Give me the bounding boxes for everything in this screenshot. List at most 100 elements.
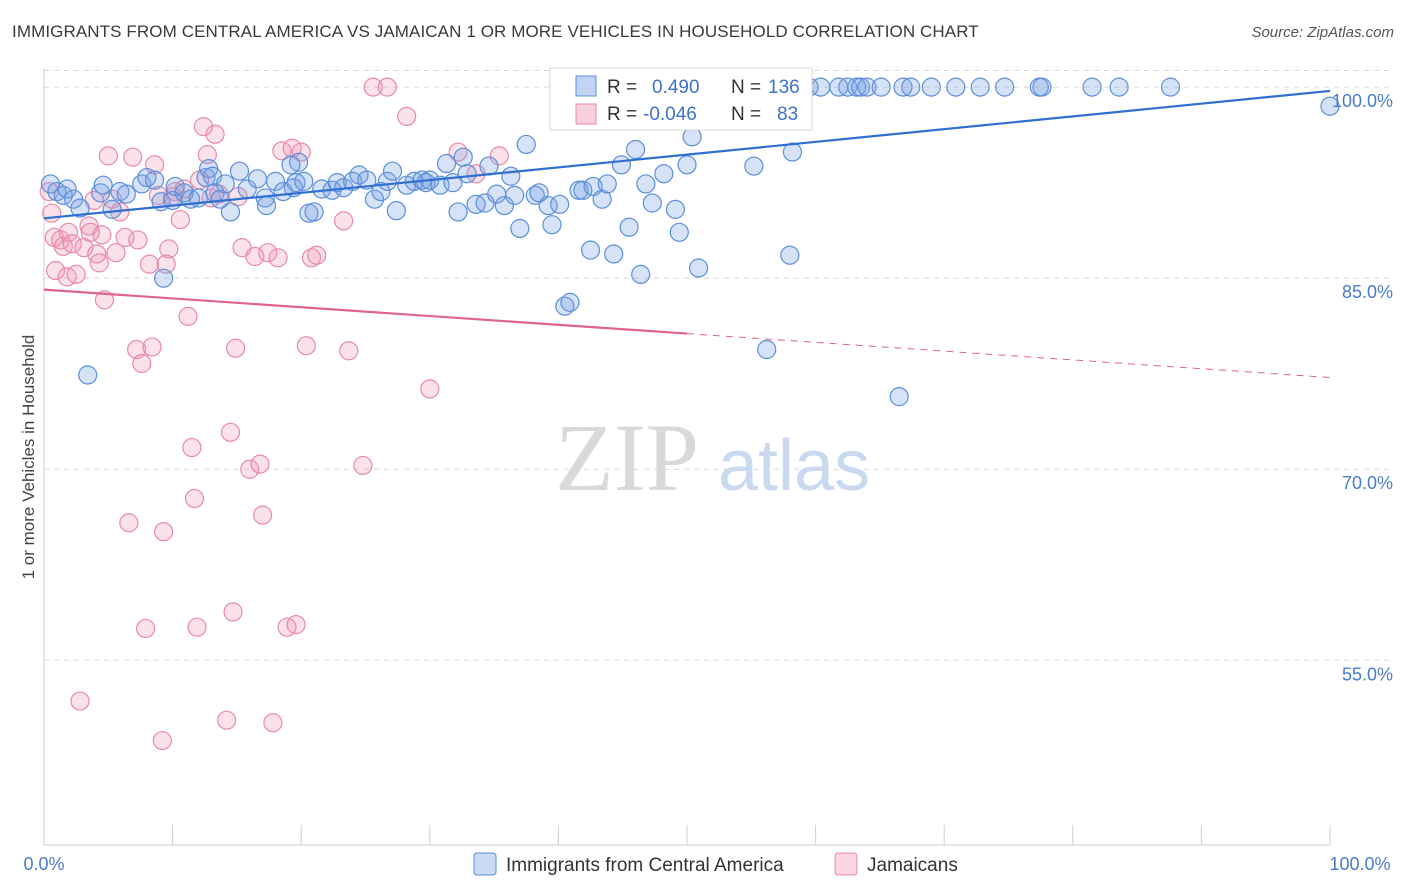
trend-line-jamaicans-projection	[686, 333, 1331, 379]
scatter-point	[116, 184, 136, 204]
scatter-point	[296, 336, 316, 356]
scatter-point	[132, 174, 152, 194]
y-axis-title: 1 or more Vehicles in Household	[19, 335, 38, 580]
scatter-point	[871, 77, 891, 97]
x-axis-ticks	[43, 825, 1331, 845]
scatter-point	[153, 268, 174, 288]
scatter-point	[516, 134, 536, 155]
scatter-point	[625, 139, 646, 160]
scatter-point	[494, 195, 514, 216]
scatter-point	[304, 202, 324, 222]
scatter-point	[156, 254, 176, 274]
scatter-point	[479, 156, 499, 176]
scatter-point	[135, 618, 156, 639]
scatter-point	[1160, 77, 1181, 97]
legend-swatch-central-america	[473, 852, 497, 876]
scatter-point	[226, 338, 246, 358]
scatter-point	[420, 379, 440, 399]
stats-legend-swatch-blue	[575, 75, 597, 97]
scatter-point	[106, 243, 126, 263]
scatter-point	[144, 170, 165, 190]
scatter-point	[102, 199, 122, 219]
scatter-point	[573, 180, 593, 200]
scatter-point	[223, 602, 243, 622]
y-axis-tick-labels: 55.0% 70.0% 85.0% 100.0%	[1332, 91, 1393, 684]
scatter-point	[371, 181, 391, 202]
x-tick-label-100: 100.0%	[1329, 854, 1390, 874]
scatter-point	[247, 169, 268, 189]
scatter-point	[448, 202, 468, 222]
scatter-point	[377, 77, 397, 97]
scatter-point	[1032, 77, 1052, 97]
scatter-point	[187, 617, 207, 637]
scatter-point	[263, 713, 283, 733]
scatter-point	[489, 146, 509, 166]
scatter-point	[386, 201, 406, 221]
scatter-point	[688, 258, 709, 278]
scatter-point	[90, 183, 111, 203]
scatter-point	[245, 246, 265, 267]
scatter-point	[229, 161, 250, 181]
scatter-point	[339, 341, 359, 361]
watermark-zip: ZIP	[555, 404, 699, 511]
scatter-point	[631, 264, 651, 284]
scatter-point	[995, 77, 1015, 97]
scatter-point	[901, 77, 921, 97]
y-tick-label: 100.0%	[1332, 91, 1393, 111]
scatter-point	[89, 253, 109, 273]
trend-lines	[43, 89, 1331, 379]
scatter-point	[42, 203, 62, 223]
scatter-point	[139, 254, 160, 274]
stats-legend-box	[549, 67, 813, 131]
scatter-point	[448, 142, 468, 162]
scatter-point	[611, 155, 632, 175]
scatter-point	[182, 437, 202, 458]
scatter-point	[307, 245, 327, 265]
scatter-point	[98, 146, 118, 166]
scatter-point	[70, 691, 90, 711]
scatter-point	[170, 209, 190, 230]
stats-legend-n-value-blue: 136	[768, 77, 800, 98]
scatter-point	[70, 198, 90, 218]
scatter-point	[580, 240, 601, 260]
scatter-point	[93, 175, 113, 195]
scatter-point	[57, 179, 77, 199]
scatter-point	[851, 77, 871, 97]
scatter-point	[94, 290, 115, 310]
scatter-point	[744, 156, 764, 176]
watermark: ZIP atlas	[555, 404, 870, 511]
watermark-atlas: atlas	[718, 426, 870, 506]
scatter-point	[153, 522, 174, 542]
scatter-point	[217, 710, 237, 730]
scatter-point	[178, 306, 198, 326]
scatter-point	[665, 199, 686, 219]
scatter-point	[78, 365, 98, 385]
scatter-point	[780, 245, 800, 265]
scatter-point	[642, 193, 662, 213]
y-tick-label: 55.0%	[1342, 664, 1393, 684]
scatter-point	[377, 171, 397, 191]
scatter-point	[857, 77, 877, 97]
scatter-point	[1320, 96, 1340, 116]
legend-swatch-jamaicans	[834, 852, 858, 876]
stats-legend-n-label-pink: N =	[731, 104, 761, 125]
scatter-point	[184, 488, 205, 509]
scatter-point	[334, 211, 354, 231]
stats-legend-r-label-blue: R =	[607, 77, 637, 98]
scatter-point	[193, 116, 214, 137]
scatter-point	[265, 171, 286, 191]
stats-legend-r-value-pink: -0.046	[643, 104, 697, 125]
stats-legend: R = 0.490 N = 136 R = -0.046 N = 83	[549, 67, 813, 131]
scatter-point	[205, 124, 225, 144]
legend-label-central-america: Immigrants from Central America	[506, 855, 784, 876]
scatter-point	[268, 248, 288, 268]
scatter-point	[152, 730, 172, 751]
scatter-point	[604, 244, 624, 264]
scatter-point	[240, 459, 260, 479]
stats-legend-r-value-blue: 0.490	[652, 77, 700, 98]
scatter-point	[58, 222, 79, 242]
scatter-point	[592, 189, 612, 209]
scatter-point	[669, 222, 689, 242]
source-credit: Source: ZipAtlas.com	[1251, 24, 1394, 41]
